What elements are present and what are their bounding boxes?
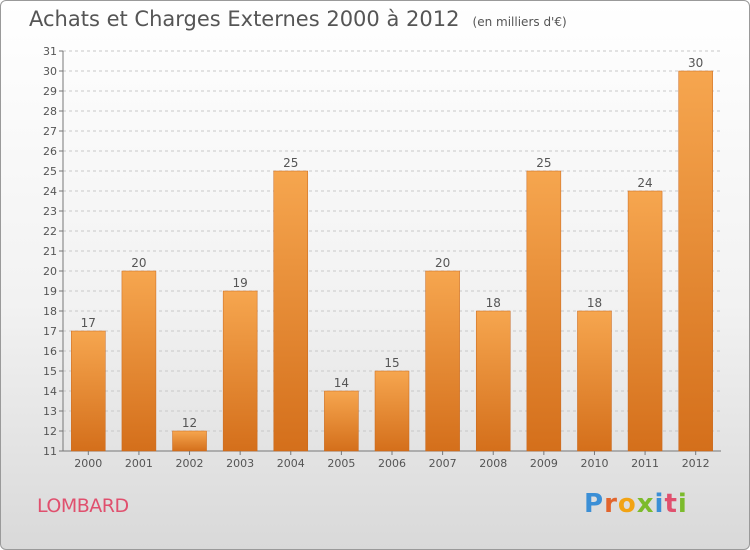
logo-letter: x	[636, 489, 655, 519]
y-tick-label: 31	[43, 45, 57, 58]
y-tick-label: 12	[43, 425, 57, 438]
x-tick-label: 2008	[479, 457, 507, 470]
bar	[374, 370, 410, 452]
chart-subtitle: (en milliers d'€)	[472, 15, 567, 29]
bar	[577, 310, 612, 452]
x-tick-label: 2003	[226, 457, 254, 470]
bar-value-label: 20	[131, 256, 146, 270]
bar-value-label: 19	[233, 276, 248, 290]
x-tick-label: 2009	[530, 457, 558, 470]
y-tick-label: 20	[43, 265, 57, 278]
y-tick-label: 22	[43, 225, 57, 238]
x-tick-label: 2001	[125, 457, 153, 470]
bar	[222, 290, 258, 452]
bar-value-label: 18	[587, 296, 602, 310]
y-tick-label: 17	[43, 325, 57, 338]
bar	[678, 70, 713, 452]
chart-main-title: Achats et Charges Externes 2000 à 2012	[29, 7, 460, 31]
y-tick-label: 16	[43, 345, 57, 358]
y-tick-label: 18	[43, 305, 57, 318]
bar-value-label: 25	[536, 156, 551, 170]
x-tick-label: 2004	[277, 457, 305, 470]
bar	[526, 170, 562, 452]
bar-value-label: 12	[182, 416, 197, 430]
chart-title: Achats et Charges Externes 2000 à 2012 (…	[29, 7, 567, 31]
bar	[627, 190, 663, 452]
bar	[71, 330, 106, 452]
bar-value-label: 20	[435, 256, 450, 270]
y-tick-label: 21	[43, 245, 57, 258]
bar	[324, 390, 359, 452]
logo-letter: i	[677, 489, 688, 519]
y-tick-label: 15	[43, 365, 57, 378]
bar-value-label: 17	[81, 316, 96, 330]
bar	[172, 430, 207, 452]
proxiti-logo: Proxiti	[584, 489, 688, 519]
y-tick-label: 23	[43, 205, 57, 218]
y-tick-label: 11	[43, 445, 57, 458]
logo-letter: t	[664, 489, 678, 519]
y-tick-label: 26	[43, 145, 57, 158]
bar-value-label: 24	[637, 176, 652, 190]
x-tick-label: 2005	[327, 457, 355, 470]
x-tick-label: 2010	[580, 457, 608, 470]
x-tick-label: 2011	[631, 457, 659, 470]
bar-value-label: 15	[384, 356, 399, 370]
y-tick-label: 27	[43, 125, 57, 138]
y-tick-label: 24	[43, 185, 57, 198]
logo-letter: r	[604, 489, 618, 519]
logo-letter: o	[617, 489, 637, 519]
y-tick-label: 29	[43, 85, 57, 98]
commune-name: LOMBARD	[37, 495, 129, 517]
y-tick-label: 28	[43, 105, 57, 118]
bar	[425, 270, 460, 452]
x-tick-label: 2007	[429, 457, 457, 470]
x-tick-label: 2002	[176, 457, 204, 470]
logo-letter: i	[654, 489, 665, 519]
y-tick-label: 14	[43, 385, 57, 398]
bar-value-label: 18	[486, 296, 501, 310]
x-tick-label: 2006	[378, 457, 406, 470]
bar-value-label: 30	[688, 56, 703, 70]
bar	[273, 170, 309, 452]
bar	[121, 270, 157, 452]
y-tick-label: 30	[43, 65, 57, 78]
bar	[475, 310, 511, 452]
y-tick-label: 25	[43, 165, 57, 178]
y-tick-label: 13	[43, 405, 57, 418]
bar-value-label: 14	[334, 376, 349, 390]
x-tick-label: 2012	[682, 457, 710, 470]
x-tick-label: 2000	[74, 457, 102, 470]
bar-value-label: 25	[283, 156, 298, 170]
logo-letter: P	[584, 489, 605, 519]
y-tick-label: 19	[43, 285, 57, 298]
